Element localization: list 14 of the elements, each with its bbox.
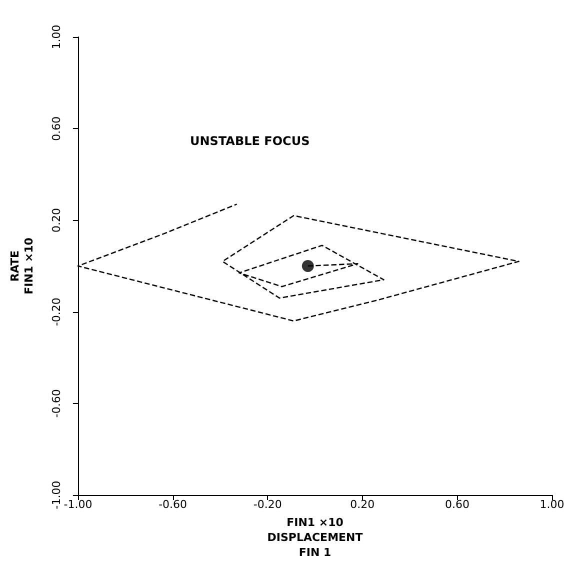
annotation: UNSTABLE FOCUS — [190, 134, 310, 148]
x-tick-label: -1.00 — [64, 498, 92, 511]
x-tick-label: -0.20 — [253, 498, 282, 511]
y-tick-label: 0.60 — [50, 116, 63, 141]
x-tick-label: 0.20 — [350, 498, 375, 511]
y-tick-label: 1.00 — [50, 24, 63, 50]
x-tick-label: 0.60 — [444, 498, 470, 511]
y-tick-label: -0.60 — [50, 389, 63, 418]
x-axis-title: FIN1 ×10 DISPLACEMENT FIN 1 — [267, 516, 364, 559]
x-tick-label: -0.60 — [158, 498, 188, 511]
y-tick-label: -0.20 — [50, 298, 63, 326]
y-tick-label: 0.20 — [50, 208, 63, 232]
x-tick-label: 1.00 — [540, 498, 564, 511]
y-axis-title: RATE FIN1 ×10 — [8, 237, 36, 294]
